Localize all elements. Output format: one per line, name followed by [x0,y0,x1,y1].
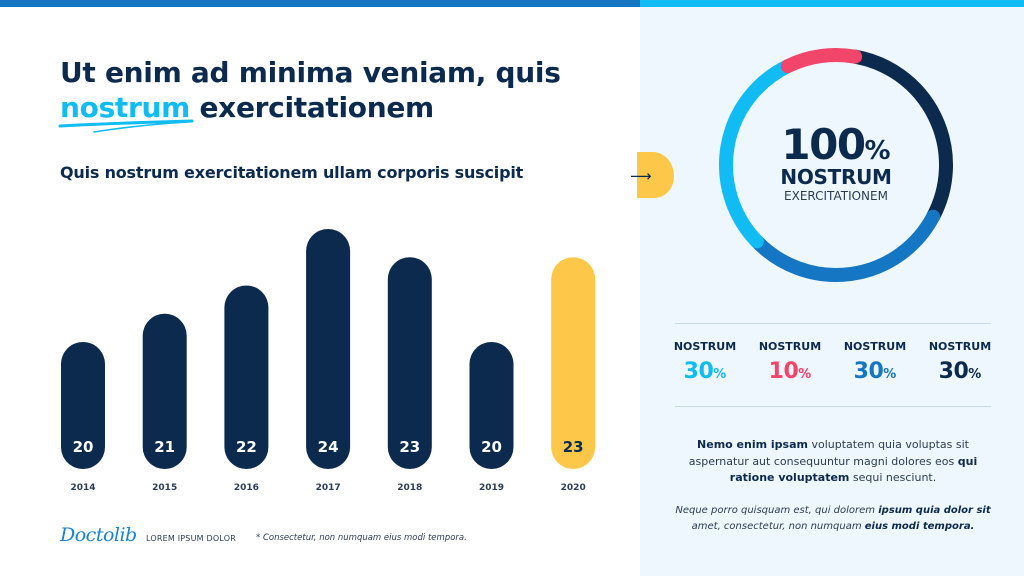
donut-center-value: 100% [736,123,936,173]
bar-chart: 20 2014 21 2015 22 2016 24 2017 23 2018 20 2019 23 20… [61,229,596,493]
donut-chart [719,48,953,282]
stat-unit: % [713,367,727,382]
bar-2019 [469,342,514,469]
para2-text-1: Neque porro quisquam est, qui dolorem [675,505,879,516]
bar-value-label: 23 [563,438,584,456]
stat-label: NOSTRUM [843,340,907,353]
stat-item: NOSTRUM 30% [665,340,745,384]
stat-value: 30% [835,359,915,384]
divider-top [675,323,991,324]
donut-segment [848,49,953,224]
doctolib-logo: Doctolib [60,524,137,546]
donut-segment [719,59,795,249]
x-tick-label: 2015 [152,483,177,493]
stat-number: 30 [853,359,884,384]
chart-subtitle: Quis nostrum exercitationem ullam corpor… [60,163,524,182]
para1-bold-2: qui ratione voluptatem [729,454,978,485]
footer-note: * Consectetur, non numquam eius modi tem… [256,533,467,543]
stat-label: NOSTRUM [758,340,822,353]
x-tick-label: 2016 [234,483,259,493]
x-tick-label: 2020 [561,483,586,493]
stat-unit: % [798,367,812,382]
stat-number: 30 [683,359,714,384]
bar-2017 [306,229,351,469]
page-title: Ut enim ad minima veniam, quis nostrum e… [60,55,561,125]
stat-item: NOSTRUM 30% [835,340,915,384]
x-tick-label: 2017 [316,483,341,493]
bar-value-label: 23 [399,438,420,456]
bar-2015 [142,313,187,469]
para2-bold-1: ipsum quia dolor sit [878,505,991,516]
italic-paragraph: Neque porro quisquam est, qui dolorem ip… [672,503,994,535]
right-panel [640,7,1024,576]
para1-text-1: voluptatem quia voluptas sit aspernatur … [688,438,969,468]
bar-value-label: 20 [73,438,94,456]
para2-text-2: amet, consectetur, non numquam [691,521,865,532]
stat-number: 10 [768,359,799,384]
divider-bottom [675,406,991,407]
bar-value-label: 21 [154,438,175,456]
bar-value-label: 22 [236,438,257,456]
bar-2016 [224,285,269,469]
stat-item: NOSTRUM 10% [750,340,830,384]
x-tick-label: 2018 [397,483,422,493]
bar-value-label: 24 [318,438,339,456]
title-line-2-rest: exercitationem [190,91,434,124]
donut-segment [749,209,941,282]
footer-label: LOREM IPSUM DOLOR [146,534,236,543]
bar-2020 [551,257,596,469]
stat-label: NOSTRUM [673,340,737,353]
x-tick-label: 2014 [70,483,95,493]
bar-2018 [387,257,432,469]
para1-bold-1: Nemo enim ipsam [697,438,808,451]
donut-big-number: 100 [781,120,866,169]
title-line-1: Ut enim ad minima veniam, quis [60,56,561,89]
stat-value: 30% [920,359,1000,384]
x-tick-label: 2019 [479,483,504,493]
top-bar-right [640,0,1024,7]
description-paragraph: Nemo enim ipsam voluptatem quia voluptas… [675,437,991,487]
title-line-2: nostrum exercitationem [60,90,561,125]
stat-label: NOSTRUM [928,340,992,353]
stat-number: 30 [938,359,969,384]
stat-item: NOSTRUM 30% [920,340,1000,384]
brush-underline-icon [58,119,194,133]
donut-center-sublabel: EXERCITATIONEM [784,189,888,203]
stat-unit: % [883,367,897,382]
stat-value: 30% [665,359,745,384]
arrow-right-icon: ⟶ [630,167,652,185]
top-bar-left [0,0,640,7]
para2-bold-2: eius modi tempora. [864,521,975,532]
bar-2014 [61,342,105,469]
yellow-blob-decoration [637,152,674,198]
stat-value: 10% [750,359,830,384]
bar-value-label: 20 [481,438,502,456]
donut-center-label: NOSTRUM [780,165,892,189]
stat-unit: % [968,367,982,382]
title-highlight: nostrum [60,91,191,124]
para1-text-2: sequi nesciunt. [849,471,937,484]
donut-big-unit: % [864,136,891,166]
donut-segment [780,48,863,74]
